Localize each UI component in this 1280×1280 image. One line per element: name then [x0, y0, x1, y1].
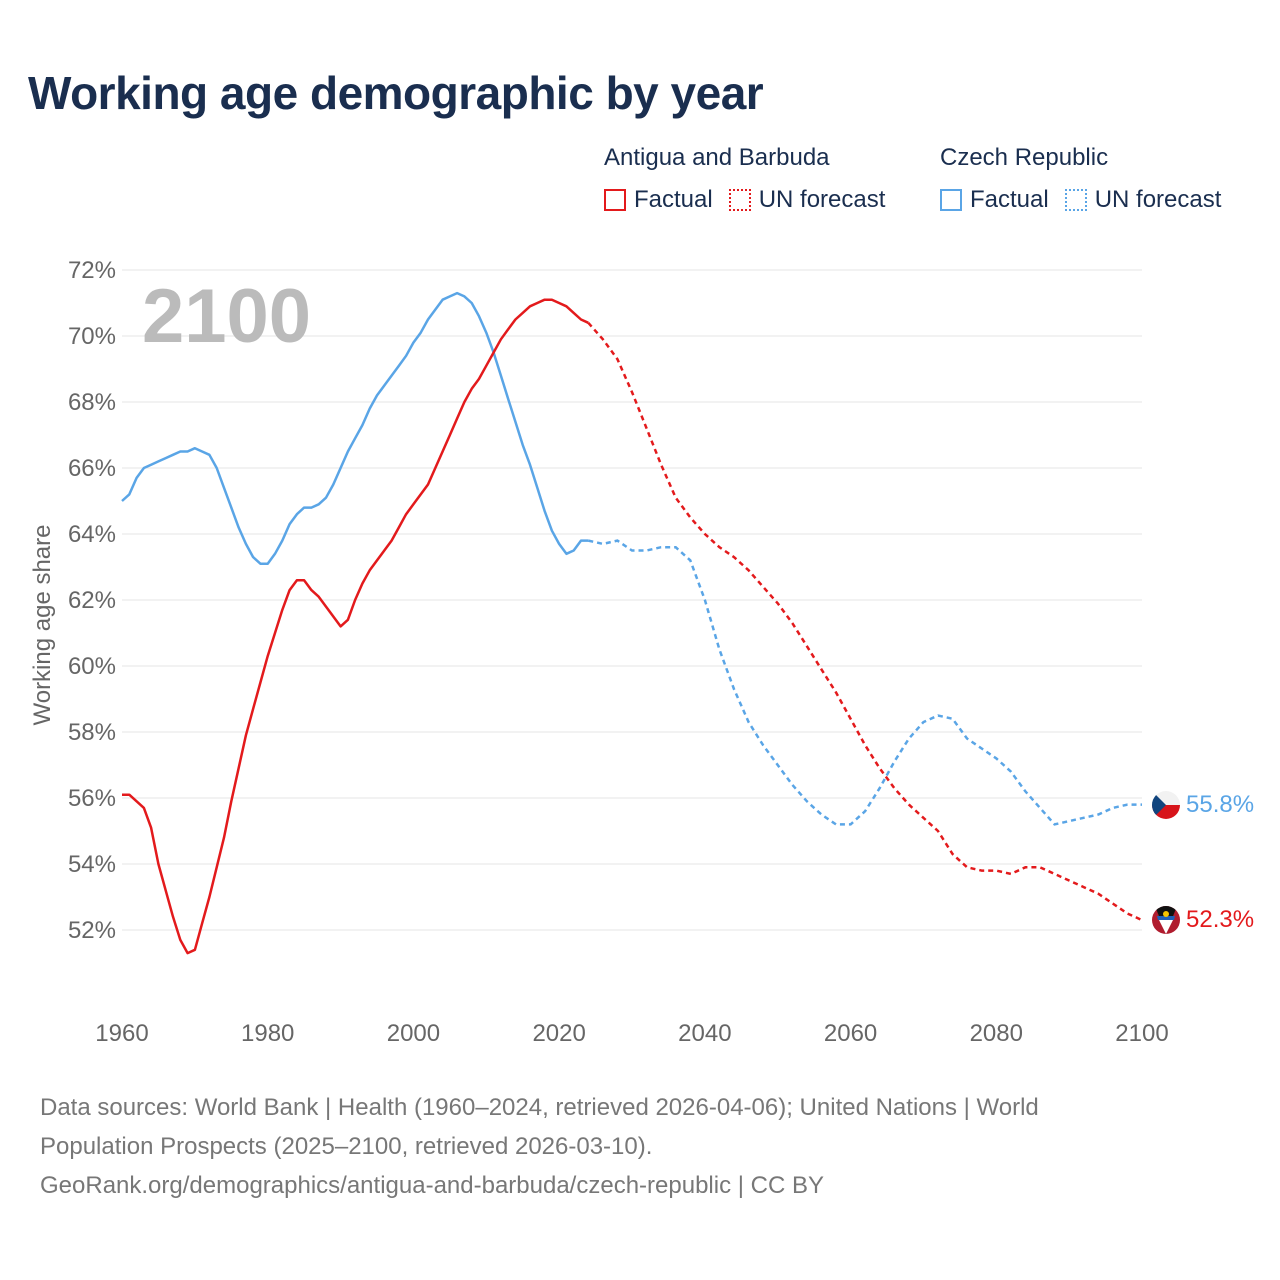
footer-sources: Data sources: World Bank | Health (1960–…: [40, 1088, 1240, 1205]
legend-swatch-antigua-forecast: [728, 189, 751, 211]
y-tick-label: 64%: [68, 521, 116, 548]
y-axis-title: Working age share: [29, 525, 56, 726]
line-chart: 52%54%56%58%60%62%64%66%68%70%72% 1960 19…: [29, 257, 1254, 1047]
grid-lines: [122, 269, 1142, 931]
x-tick-label: 1960: [95, 1020, 148, 1047]
y-tick-label: 56%: [68, 785, 116, 812]
czech-flag-icon: [1152, 791, 1180, 819]
x-tick-label: 2020: [532, 1020, 585, 1047]
y-tick-label: 54%: [68, 851, 116, 878]
footer-line-1: Data sources: World Bank | Health (1960–…: [40, 1094, 1039, 1121]
y-tick-label: 62%: [68, 587, 116, 614]
legend-item-czech-factual[interactable]: Factual: [940, 186, 1049, 214]
x-tick-label: 2000: [387, 1020, 440, 1047]
y-tick-label: 70%: [68, 323, 116, 350]
x-tick-label: 2040: [678, 1020, 731, 1047]
y-tick-label: 66%: [68, 455, 116, 482]
y-tick-label: 60%: [68, 653, 116, 680]
legend-group-czech: Czech Republic Factual UN forecast: [940, 144, 1237, 214]
year-watermark: 2100: [142, 274, 311, 359]
y-tick-label: 52%: [68, 917, 116, 944]
antigua-flag-icon: [1152, 906, 1180, 934]
page-title: Working age demographic by year: [28, 67, 764, 119]
x-tick-label: 2060: [824, 1020, 877, 1047]
legend-item-czech-forecast[interactable]: UN forecast: [1064, 186, 1222, 214]
footer-line-3: GeoRank.org/demographics/antigua-and-bar…: [40, 1172, 824, 1199]
y-tick-label: 58%: [68, 719, 116, 746]
legend-swatch-czech-factual: [940, 189, 962, 211]
legend-item-antigua-factual[interactable]: Factual: [604, 186, 713, 214]
y-axis-tick-labels: 52% 54% 56% 58% 60% 62% 64% 66% 68% 70% 72%: [68, 257, 116, 944]
x-axis-tick-labels: 1960 1980 2000 2020 2040 2060 2080 2100: [95, 1020, 1168, 1047]
end-value-label-antigua: 52.3%: [1186, 906, 1254, 933]
footer-line-2: Population Prospects (2025–2100, retriev…: [40, 1133, 653, 1160]
legend-country-label: Czech Republic: [940, 144, 1109, 171]
x-tick-label: 2080: [970, 1020, 1023, 1047]
series-lines: [121, 291, 1143, 955]
series-line-antigua-forecast: [587, 321, 1143, 922]
end-value-label-czech: 55.8%: [1186, 791, 1254, 818]
y-tick-label: 68%: [68, 389, 116, 416]
legend-item-antigua-forecast[interactable]: UN forecast: [728, 186, 886, 214]
legend-swatch-antigua-factual: [604, 189, 626, 211]
legend-swatch-czech-forecast: [1064, 189, 1087, 211]
legend-group-antigua: Antigua and Barbuda Factual UN forecast: [604, 144, 901, 214]
x-tick-label: 2100: [1115, 1020, 1168, 1047]
series-line-czech-factual: [121, 291, 589, 565]
series-line-czech-forecast: [588, 539, 1142, 826]
legend-label: Factual: [634, 186, 713, 213]
legend-label: UN forecast: [758, 186, 886, 213]
legend-label: UN forecast: [1094, 186, 1222, 213]
series-line-antigua-factual: [122, 298, 589, 955]
x-tick-label: 1980: [241, 1020, 294, 1047]
y-tick-label: 72%: [68, 257, 116, 284]
legend-label: Factual: [970, 186, 1049, 213]
legend-country-label: Antigua and Barbuda: [604, 144, 830, 171]
